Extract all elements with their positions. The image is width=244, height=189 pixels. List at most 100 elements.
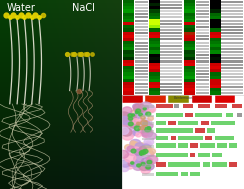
Bar (149, 22, 160, 25)
Bar (156, 153, 188, 157)
Circle shape (136, 122, 140, 125)
Bar (184, 32, 195, 35)
Bar (184, 60, 195, 63)
Circle shape (130, 139, 141, 148)
Bar (184, 19, 195, 22)
Bar (196, 10, 218, 12)
Circle shape (148, 124, 153, 127)
Bar (135, 70, 157, 72)
Bar (123, 72, 134, 76)
Bar (149, 0, 160, 3)
Bar (222, 45, 243, 47)
Circle shape (118, 112, 130, 121)
Circle shape (141, 110, 148, 115)
Bar (209, 0, 210, 94)
Bar (161, 83, 183, 85)
Bar (196, 1, 218, 3)
Circle shape (146, 166, 151, 170)
Bar (203, 162, 210, 167)
Bar (210, 50, 221, 53)
Bar (222, 26, 243, 28)
Bar (222, 51, 243, 53)
Bar (222, 23, 243, 25)
Bar (222, 64, 243, 66)
Bar (161, 70, 183, 72)
Bar (184, 16, 195, 19)
Bar (161, 92, 183, 94)
Bar (122, 95, 143, 103)
Bar (196, 57, 218, 59)
Bar (123, 60, 134, 63)
Bar (149, 69, 160, 72)
Bar (156, 136, 168, 140)
Bar (210, 85, 221, 88)
Circle shape (133, 147, 140, 152)
Bar (196, 19, 218, 22)
Circle shape (143, 122, 147, 125)
Bar (222, 38, 243, 40)
Circle shape (141, 144, 151, 152)
Bar (161, 4, 183, 6)
Bar (142, 155, 154, 157)
Bar (184, 85, 195, 88)
Circle shape (143, 106, 148, 110)
Bar (190, 172, 200, 176)
Circle shape (140, 150, 146, 155)
Circle shape (135, 149, 140, 152)
Text: NaCl: NaCl (71, 3, 94, 13)
Circle shape (131, 141, 135, 145)
Bar (196, 38, 218, 40)
Bar (135, 23, 157, 25)
Bar (149, 82, 160, 85)
Bar (210, 72, 221, 76)
Bar (210, 44, 221, 47)
Circle shape (125, 145, 132, 150)
Bar (196, 42, 218, 44)
Circle shape (126, 146, 135, 153)
Bar (196, 70, 218, 72)
Bar (222, 60, 243, 63)
Bar (184, 91, 195, 94)
Bar (149, 91, 160, 94)
Bar (210, 13, 221, 16)
Bar (196, 64, 218, 66)
Bar (210, 60, 221, 63)
Bar (222, 19, 243, 22)
Bar (142, 138, 154, 140)
Bar (200, 143, 215, 148)
Bar (135, 13, 157, 15)
Bar (210, 28, 221, 32)
Circle shape (139, 113, 142, 116)
Bar (192, 95, 212, 103)
Bar (196, 26, 218, 28)
Bar (168, 95, 189, 103)
Bar (210, 16, 221, 19)
Circle shape (121, 121, 130, 127)
Bar (135, 4, 157, 6)
Bar (196, 13, 218, 15)
Bar (196, 29, 218, 31)
Circle shape (149, 105, 154, 109)
Circle shape (132, 162, 144, 170)
Bar (135, 54, 157, 56)
Bar (222, 13, 243, 15)
Bar (222, 67, 243, 69)
Bar (161, 10, 183, 12)
Circle shape (135, 149, 140, 153)
Bar (161, 7, 183, 9)
Circle shape (147, 128, 152, 132)
Circle shape (129, 117, 133, 120)
Circle shape (144, 161, 151, 167)
Bar (123, 82, 134, 85)
Circle shape (145, 106, 150, 110)
Bar (184, 38, 195, 41)
Bar (237, 113, 242, 117)
Circle shape (121, 128, 132, 136)
Bar (135, 38, 157, 40)
Bar (210, 3, 221, 6)
Bar (212, 153, 222, 157)
Bar (168, 121, 176, 125)
Bar (184, 69, 195, 72)
Circle shape (124, 118, 131, 123)
Bar (196, 35, 218, 37)
